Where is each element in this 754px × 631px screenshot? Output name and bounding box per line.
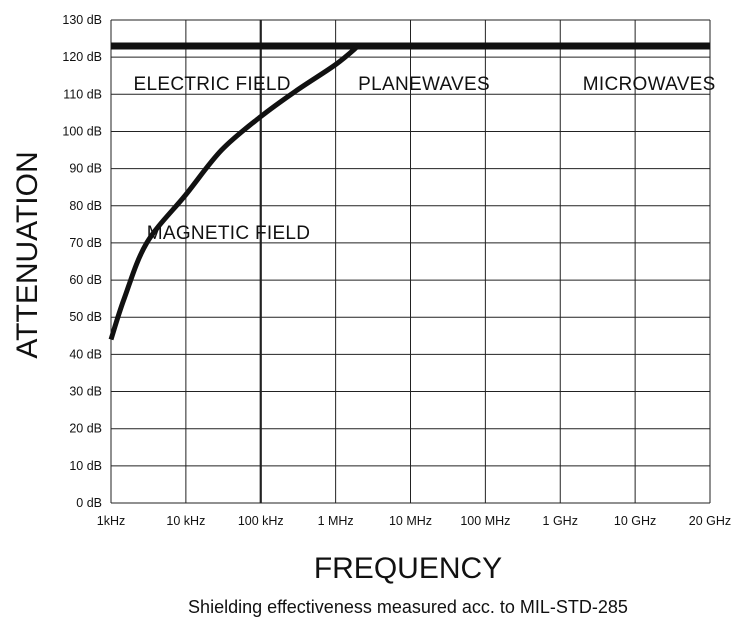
- region-label: ELECTRIC FIELD: [134, 74, 291, 95]
- y-tick-label: 80 dB: [69, 199, 102, 213]
- y-axis-title: ATTENUATION: [11, 151, 44, 358]
- x-tick-label: 100 MHz: [460, 514, 510, 528]
- y-tick-label: 130 dB: [62, 13, 102, 27]
- y-tick-label: 40 dB: [69, 347, 102, 361]
- y-tick-label: 120 dB: [62, 50, 102, 64]
- y-tick-label: 20 dB: [69, 422, 102, 436]
- region-label: MICROWAVES: [583, 74, 716, 95]
- curves: [108, 42, 710, 341]
- y-tick-label: 30 dB: [69, 385, 102, 399]
- x-tick-label: 100 kHz: [238, 514, 284, 528]
- y-tick-label: 0 dB: [76, 496, 102, 510]
- region-label: PLANEWAVES: [358, 74, 490, 95]
- y-tick-label: 10 dB: [69, 459, 102, 473]
- x-tick-label: 1 GHz: [543, 514, 578, 528]
- x-tick-label: 1kHz: [97, 514, 125, 528]
- y-tick-label: 50 dB: [69, 310, 102, 324]
- grid: [110, 19, 711, 504]
- x-tick-label: 10 GHz: [614, 514, 656, 528]
- y-tick-label: 60 dB: [69, 273, 102, 287]
- x-tick-label: 20 GHz: [689, 514, 731, 528]
- region-label: MAGNETIC FIELD: [147, 223, 311, 244]
- y-tick-label: 110 dB: [63, 87, 102, 101]
- x-tick-label: 10 kHz: [166, 514, 205, 528]
- chart-caption: Shielding effectiveness measured acc. to…: [188, 597, 628, 617]
- y-tick-label: 70 dB: [69, 236, 102, 250]
- y-tick-label: 100 dB: [62, 124, 102, 138]
- y-tick-labels: 0 dB 10 dB 20 dB 30 dB 40 dB 50 dB 60 dB 70 dB 8…: [62, 13, 102, 510]
- magnetic-field-curve: [108, 44, 360, 341]
- y-tick-label: 90 dB: [69, 162, 102, 176]
- x-tick-label: 1 MHz: [318, 514, 354, 528]
- region-labels: ELECTRIC FIELD PLANEWAVES MICROWAVES MAGNET…: [134, 74, 716, 244]
- x-tick-labels: 1kHz 10 kHz 100 kHz 1 MHz 10 MHz 100 MHz 1 GHz…: [97, 514, 731, 528]
- x-axis-title: FREQUENCY: [314, 552, 502, 585]
- x-tick-label: 10 MHz: [389, 514, 432, 528]
